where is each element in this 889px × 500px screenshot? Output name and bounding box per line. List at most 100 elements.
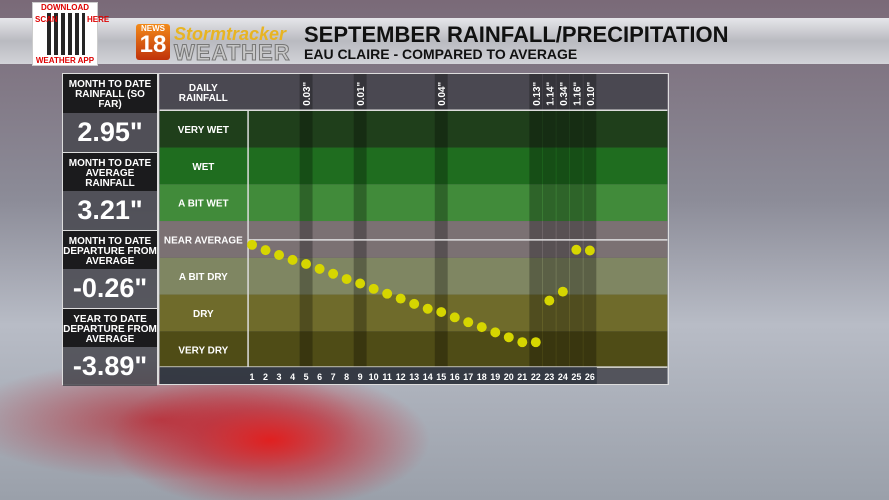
- station-logo: NEWS 18 Stormtracker WEATHER: [136, 24, 296, 66]
- x-tick-label: 11: [382, 372, 391, 382]
- rain-day-column: [299, 74, 313, 368]
- band-label: NEAR AVERAGE: [164, 235, 243, 246]
- qr-code-download[interactable]: DOWNLOAD SCAN HERE WEATHER APP: [32, 2, 109, 66]
- stat-label: YEAR TO DATE DEPARTURE FROM AVERAGE: [63, 308, 157, 347]
- data-point-day-16: [449, 312, 460, 323]
- rain-day-column: [529, 74, 543, 368]
- band-label: VERY DRY: [178, 346, 228, 357]
- qr-right-text: HERE: [87, 15, 109, 24]
- data-point-day-17: [463, 317, 474, 328]
- data-point-day-10: [368, 283, 379, 294]
- data-point-day-7: [328, 268, 339, 279]
- x-tick-label: 13: [409, 372, 419, 382]
- stat-value: 2.95": [63, 113, 157, 152]
- x-tick-label: 23: [544, 372, 554, 382]
- rain-amount-label: 0.13": [532, 81, 543, 105]
- logo-stormtracker: Stormtracker: [174, 24, 287, 44]
- data-point-day-23: [544, 295, 555, 306]
- rain-day-column: [434, 74, 448, 368]
- stat-label: MONTH TO DATE RAINFALL (SO FAR): [63, 74, 157, 113]
- logo-weather: WEATHER: [174, 40, 291, 66]
- qr-left-text: SCAN: [35, 15, 58, 24]
- data-point-day-19: [490, 327, 501, 338]
- data-point-day-13: [409, 298, 420, 309]
- stat-value: 3.21": [63, 191, 157, 230]
- qr-top-text: DOWNLOAD: [41, 3, 89, 12]
- qr-code-icon: [47, 13, 85, 55]
- data-point-day-12: [395, 293, 406, 304]
- data-point-day-5: [301, 258, 312, 269]
- data-point-day-1: [247, 239, 258, 250]
- rain-day-column: [583, 74, 597, 368]
- x-tick-label: 1: [250, 372, 255, 382]
- data-point-day-20: [503, 332, 514, 343]
- rain-amount-label: 0.01": [356, 81, 367, 105]
- band-a-bit-dry: [159, 257, 668, 295]
- data-point-day-18: [476, 322, 487, 333]
- x-tick-label: 6: [317, 372, 322, 382]
- data-point-day-3: [274, 250, 285, 260]
- rain-amount-label: 1.16": [572, 81, 583, 105]
- x-tick-label: 22: [531, 372, 541, 382]
- logo-number: 18: [139, 31, 167, 58]
- rain-day-column: [556, 74, 570, 368]
- rain-amount-label: 0.03": [302, 81, 313, 105]
- band-label: A BIT DRY: [179, 272, 228, 283]
- x-tick-label: 25: [571, 372, 581, 382]
- x-tick-label: 2: [263, 372, 268, 382]
- rain-day-column: [569, 74, 583, 368]
- rain-day-column: [542, 74, 556, 368]
- data-point-day-14: [422, 303, 433, 314]
- page-subtitle: EAU CLAIRE - COMPARED TO AVERAGE: [304, 46, 578, 62]
- data-point-day-6: [314, 263, 325, 274]
- rainfall-chart: VERY WET WET A BIT WET NEAR AVERAGE A BIT DR…: [158, 73, 669, 385]
- x-tick-label: 18: [477, 372, 487, 382]
- rain-day-column: [353, 74, 367, 368]
- x-tick-label: 12: [396, 372, 406, 382]
- x-tick-label: 3: [277, 372, 282, 382]
- x-tick-label: 15: [436, 372, 446, 382]
- x-tick-label: 24: [558, 372, 568, 382]
- data-point-day-15: [436, 307, 447, 318]
- data-point-day-21: [517, 337, 528, 348]
- x-axis-bar: [159, 367, 597, 384]
- band-label: A BIT WET: [178, 199, 228, 210]
- data-point-day-9: [355, 278, 366, 289]
- data-point-day-25: [571, 244, 582, 255]
- rain-amount-label: 0.10": [586, 81, 597, 105]
- x-tick-label: 10: [369, 372, 379, 382]
- stat-label: MONTH TO DATE AVERAGE RAINFALL: [63, 152, 157, 191]
- header-label: RAINFALL: [179, 93, 228, 104]
- x-tick-label: 17: [463, 372, 473, 382]
- x-tick-label: 9: [358, 372, 363, 382]
- data-point-day-22: [530, 337, 541, 348]
- qr-bottom-text: WEATHER APP: [35, 56, 95, 65]
- x-tick-label: 4: [290, 372, 295, 382]
- band-wet: [159, 147, 668, 185]
- rain-amount-label: 0.34": [559, 81, 570, 105]
- x-tick-label: 5: [304, 372, 309, 382]
- data-point-day-26: [584, 245, 595, 256]
- x-tick-label: 8: [344, 372, 349, 382]
- data-point-day-4: [287, 254, 298, 265]
- page-title: SEPTEMBER RAINFALL/PRECIPITATION: [304, 22, 729, 47]
- band-label: WET: [192, 162, 214, 173]
- rain-amount-label: 1.14": [545, 81, 556, 105]
- stats-panel: MONTH TO DATE RAINFALL (SO FAR) 2.95" MO…: [62, 73, 158, 386]
- data-point-day-11: [382, 288, 393, 299]
- band-label: VERY WET: [178, 125, 229, 136]
- x-tick-label: 20: [504, 372, 514, 382]
- data-point-day-24: [557, 286, 568, 297]
- x-tick-label: 14: [423, 372, 433, 382]
- data-point-day-2: [260, 245, 271, 256]
- x-tick-label: 26: [585, 372, 595, 382]
- rain-amount-label: 0.04": [437, 81, 448, 105]
- band-very-wet: [159, 110, 668, 148]
- stat-value: -3.89": [63, 347, 157, 386]
- x-tick-label: 7: [331, 372, 336, 382]
- data-point-day-8: [341, 274, 352, 285]
- x-tick-label: 21: [517, 372, 527, 382]
- x-tick-label: 19: [490, 372, 500, 382]
- stat-value: -0.26": [63, 269, 157, 308]
- band-label: DRY: [193, 309, 214, 320]
